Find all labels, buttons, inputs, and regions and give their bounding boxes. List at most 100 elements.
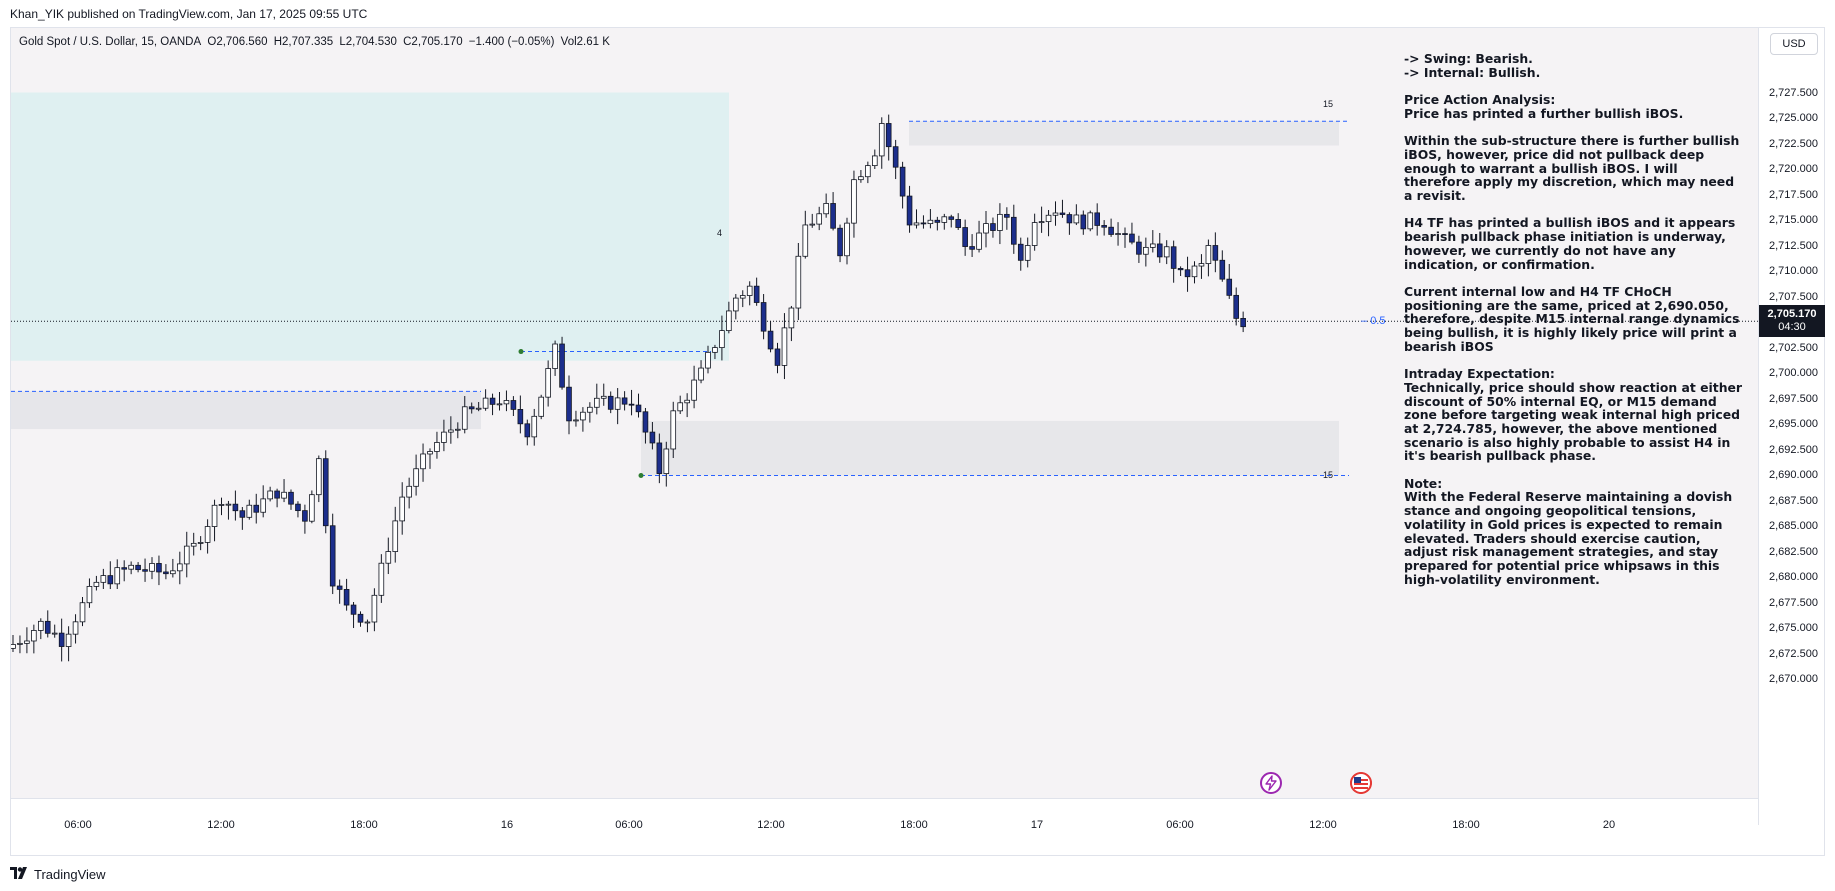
- bullish-candle: [788, 307, 795, 329]
- lightning-event-icon[interactable]: [1260, 772, 1282, 794]
- publish-info: Khan_YIK published on TradingView.com, J…: [10, 7, 368, 21]
- bullish-candle: [677, 402, 683, 412]
- bearish-candle: [142, 569, 148, 572]
- bearish-candle: [635, 404, 642, 413]
- bearish-candle: [753, 285, 760, 303]
- bullish-candle: [913, 222, 920, 226]
- price-tick: 2,695.000: [1769, 418, 1818, 430]
- bullish-candle: [72, 621, 79, 635]
- bearish-candle: [1156, 243, 1163, 258]
- legend-low: L2,704.530: [339, 36, 397, 48]
- time-label: 12:00: [1309, 819, 1337, 831]
- note-line: bearish iBOS: [1404, 338, 1494, 354]
- price-tick: 2,712.500: [1769, 239, 1818, 252]
- bullish-candle: [878, 123, 885, 157]
- note-line: being bullish, it is highly likely price…: [1404, 325, 1737, 340]
- price-tick: 2,677.500: [1769, 596, 1818, 609]
- bearish-candle: [1136, 241, 1142, 255]
- note-line: it's bearish pullback phase.: [1404, 448, 1597, 464]
- bullish-candle: [545, 368, 551, 398]
- tradingview-logo-icon: [10, 866, 30, 882]
- bearish-candle: [302, 510, 308, 522]
- bullish-candle: [1198, 263, 1205, 267]
- bullish-candle: [865, 165, 871, 178]
- bullish-candle: [190, 542, 197, 547]
- brand-name: TradingView: [34, 866, 106, 882]
- bullish-candle: [1143, 246, 1149, 255]
- bullish-candle: [434, 442, 440, 452]
- chart-frame: Gold Spot / U.S. Dollar, 15, OANDA O2,70…: [10, 27, 1825, 856]
- note-line: volatility in Gold prices is expected to…: [1404, 516, 1723, 532]
- bearish-candle: [607, 395, 614, 410]
- bullish-candle: [1052, 212, 1059, 216]
- bearish-candle: [1080, 214, 1087, 230]
- bullish-candle: [93, 581, 100, 587]
- left-zone: [11, 391, 481, 430]
- bullish-candle: [719, 330, 725, 348]
- bearish-candle: [274, 490, 280, 499]
- price-tick: 2,690.000: [1769, 469, 1818, 481]
- bullish-candle: [531, 415, 538, 438]
- chart-pane[interactable]: Gold Spot / U.S. Dollar, 15, OANDA O2,70…: [11, 28, 1758, 798]
- bearish-candle: [1184, 269, 1191, 278]
- supply-zone: [909, 121, 1339, 146]
- bullish-candle: [739, 295, 746, 299]
- price-axis[interactable]: USD 2,727.500 2,725.000 2,722.500 2,720.000…: [1758, 28, 1825, 825]
- tradingview-brand[interactable]: TradingView: [10, 866, 106, 882]
- bearish-candle: [357, 613, 364, 623]
- bearish-candle: [948, 216, 955, 220]
- currency-button[interactable]: USD: [1770, 33, 1818, 55]
- symbol-legend[interactable]: Gold Spot / U.S. Dollar, 15, OANDA O2,70…: [19, 36, 613, 48]
- bearish-candle: [468, 406, 475, 410]
- note-line: indication, or confirmation.: [1404, 256, 1595, 272]
- bar-countdown: 04:30: [1778, 321, 1806, 334]
- bullish-candle: [1024, 245, 1031, 261]
- time-label: 16: [500, 819, 514, 831]
- bullish-candle: [309, 494, 315, 522]
- bearish-candle: [517, 409, 524, 425]
- bullish-candle: [1087, 212, 1094, 230]
- bullish-candle: [600, 395, 607, 399]
- price-tick: 2,725.000: [1769, 112, 1818, 124]
- bullish-candle: [1150, 243, 1156, 248]
- bearish-candle: [329, 525, 336, 587]
- price-tick: 2,692.500: [1769, 443, 1818, 456]
- bearish-candle: [621, 397, 628, 405]
- candlestick-chart[interactable]: [11, 28, 1758, 798]
- bullish-candle: [427, 451, 433, 455]
- note-line: [1404, 353, 1740, 367]
- note-line: zone before targeting weak internal high…: [1404, 407, 1741, 423]
- bearish-candle: [559, 343, 565, 388]
- bullish-candle: [482, 397, 489, 409]
- bullish-candle: [260, 498, 267, 513]
- bullish-candle: [17, 642, 23, 645]
- bullish-candle: [461, 406, 468, 430]
- last-price-tag: 2,705.170 04:30: [1759, 305, 1825, 338]
- note-line: Current internal low and H4 TF CHoCH: [1404, 283, 1672, 299]
- bullish-candle: [781, 327, 788, 366]
- price-tick: 2,670.000: [1769, 673, 1818, 685]
- bullish-candle: [218, 504, 225, 506]
- bullish-candle: [197, 542, 204, 544]
- bullish-candle: [170, 570, 176, 575]
- note-line: therefore apply my discretion, which may…: [1404, 174, 1735, 190]
- bearish-candle: [774, 348, 781, 366]
- bullish-candle: [1163, 246, 1170, 258]
- note-line: adjust risk management strategies, and s…: [1404, 544, 1719, 560]
- bullish-candle: [552, 343, 558, 369]
- bullish-candle: [941, 216, 948, 223]
- bearish-candle: [350, 604, 357, 615]
- bullish-candle: [211, 504, 218, 527]
- note-line: prepared for potential price whipsaws in…: [1404, 557, 1720, 573]
- bearish-candle: [649, 431, 656, 444]
- note-line: Within the sub-structure there is furthe…: [1404, 133, 1740, 149]
- bullish-candle: [65, 633, 72, 647]
- time-axis[interactable]: 06:00 12:00 18:00 16 06:00 12:00 18:00 17 06:00 1…: [11, 798, 1758, 855]
- us-flag-event-icon[interactable]: [1350, 772, 1372, 794]
- bullish-candle: [378, 562, 385, 596]
- note-line: Technically, price should show reaction …: [1404, 379, 1743, 395]
- bullish-candle: [204, 526, 211, 543]
- note-line: Price has printed a further bullish iBOS…: [1404, 105, 1684, 121]
- bullish-candle: [281, 491, 287, 499]
